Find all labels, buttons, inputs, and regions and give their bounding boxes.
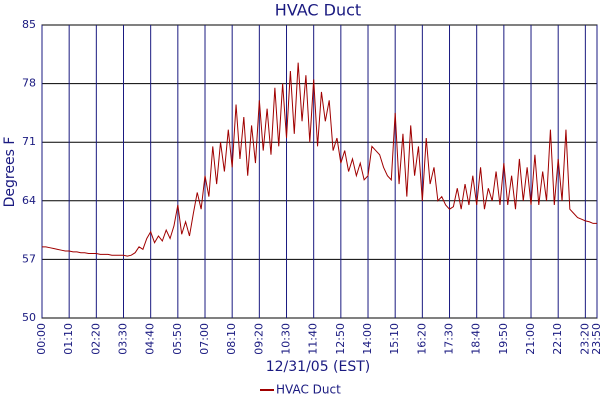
x-axis-label: 12/31/05 (EST) [266,359,371,375]
x-tick-label: 09:20 [252,323,265,355]
legend-label: HVAC Duct [276,383,341,397]
x-tick-label: 19:50 [497,323,510,355]
x-tick-label: 04:40 [144,323,157,355]
data-line [42,62,597,257]
y-tick-label: 78 [22,77,36,90]
x-tick-label: 16:20 [415,323,428,355]
x-tick-label: 07:00 [198,323,211,355]
x-tick-label: 21:00 [524,323,537,355]
chart-title: HVAC Duct [275,1,361,20]
x-tick-label: 05:50 [171,323,184,355]
x-tick-label: 18:40 [470,323,483,355]
y-tick-label: 57 [22,252,36,265]
x-tick-label: 15:10 [388,323,401,355]
y-tick-label: 71 [22,135,36,148]
x-tick-label: 08:10 [225,323,238,355]
y-tick-label: 64 [22,194,36,207]
x-tick-label: 00:00 [35,323,48,355]
y-tick-label: 85 [22,18,36,31]
x-tick-label: 10:30 [280,323,293,355]
x-tick-label: 23:50 [590,323,600,355]
x-tick-label: 12:50 [334,323,347,355]
x-tick-label: 23:20 [578,323,591,355]
x-tick-label: 11:40 [307,323,320,355]
y-axis-label: Degrees F [2,137,18,208]
x-tick-label: 01:10 [62,323,75,355]
y-tick-label: 50 [22,311,36,324]
x-tick-label: 02:20 [89,323,102,355]
x-tick-label: 17:30 [443,323,456,355]
x-tick-label: 22:10 [551,323,564,355]
plot-area [41,24,598,319]
x-tick-label: 14:00 [361,323,374,355]
x-tick-label: 03:30 [117,323,130,355]
